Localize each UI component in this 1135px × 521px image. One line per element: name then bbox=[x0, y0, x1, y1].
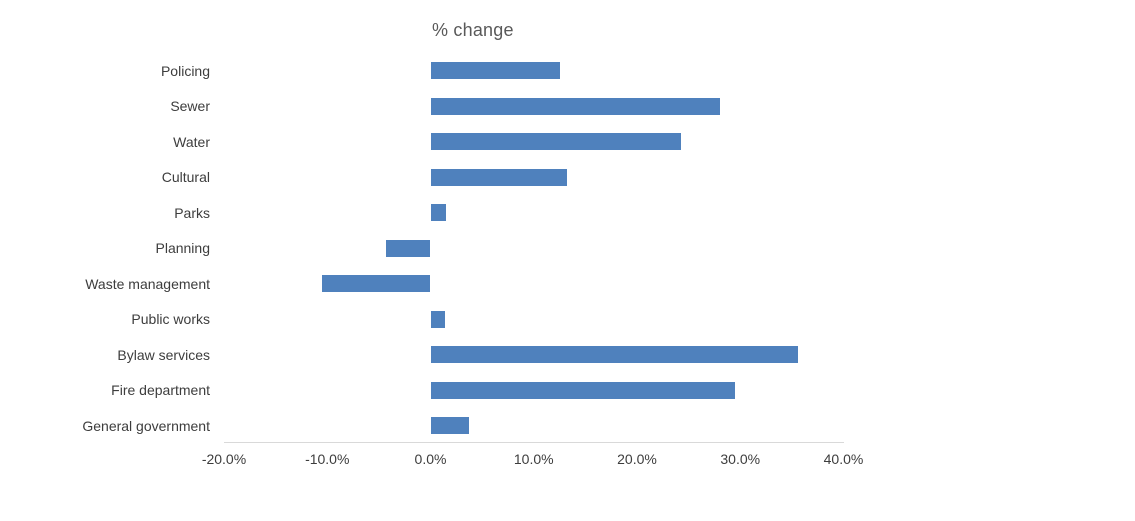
category-label-water: Water bbox=[173, 133, 210, 150]
bar-policing bbox=[430, 62, 560, 79]
bar-cultural bbox=[430, 168, 567, 186]
x-tick-label-4: 20.0% bbox=[617, 451, 657, 467]
category-label-policing: Policing bbox=[160, 62, 210, 79]
bar-bylaw-services bbox=[430, 346, 799, 363]
bar-parks bbox=[430, 204, 446, 221]
x-tick-label-3: 10.0% bbox=[513, 451, 554, 467]
category-label-waste-management: Waste management bbox=[85, 275, 210, 292]
bar-water bbox=[430, 133, 682, 150]
bar-general-government bbox=[430, 417, 469, 434]
category-label-bylaw-services: Bylaw services bbox=[117, 346, 210, 363]
category-label-sewer: Sewer bbox=[170, 98, 210, 114]
category-label-public-works: Public works bbox=[131, 311, 210, 327]
x-tick-label-1: -10.0% bbox=[305, 451, 350, 467]
bar-public-works bbox=[430, 310, 445, 328]
x-tick-label-2: 0.0% bbox=[414, 451, 447, 467]
bar-planning bbox=[386, 239, 431, 257]
category-label-general-government: General government bbox=[82, 417, 210, 434]
x-tick-label-0: -20.0% bbox=[201, 451, 247, 467]
x-axis-line bbox=[224, 442, 844, 443]
category-label-parks: Parks bbox=[174, 204, 210, 221]
bar-waste-management bbox=[322, 275, 431, 292]
bar-sewer bbox=[430, 97, 720, 115]
bar-fire-department bbox=[430, 381, 736, 399]
category-label-cultural: Cultural bbox=[161, 169, 210, 185]
category-label-fire-department: Fire department bbox=[111, 382, 210, 398]
x-tick-label-6: 40.0% bbox=[823, 451, 864, 467]
category-label-planning: Planning bbox=[155, 240, 211, 256]
x-tick-label-5: 30.0% bbox=[720, 451, 761, 467]
chart-title: % change bbox=[432, 20, 514, 40]
